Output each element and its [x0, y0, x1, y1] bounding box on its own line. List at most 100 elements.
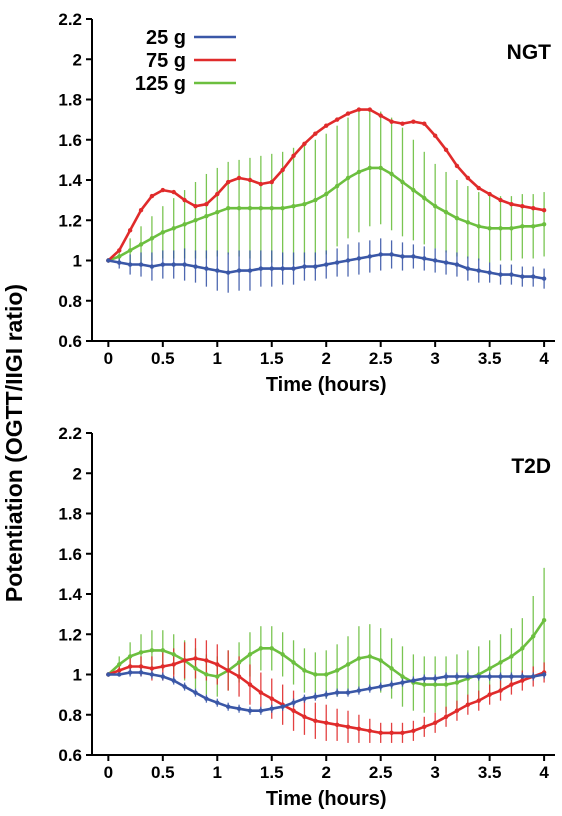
data-point: [204, 201, 209, 207]
data-point: [269, 646, 274, 651]
data-point: [487, 666, 492, 671]
data-point: [160, 648, 166, 653]
data-point: [117, 672, 122, 677]
chart-panel-t2d: 0.6 0.8 1 1.2 1.4 1.6 1.8 2 2.2 0 0.5 1 1.5 2 2.5 3 3.5 4…: [58, 424, 555, 810]
data-point: [258, 646, 264, 651]
x-tick-label: 2: [321, 763, 330, 782]
data-point: [487, 226, 492, 231]
data-point: [117, 248, 122, 253]
data-point: [160, 262, 166, 267]
data-point: [520, 646, 525, 651]
data-point: [411, 119, 416, 124]
y-tick-label: 1: [73, 252, 82, 271]
data-point: [182, 684, 187, 689]
data-point: [356, 688, 362, 693]
data-point: [204, 266, 209, 271]
data-point: [215, 191, 220, 197]
data-point: [302, 201, 307, 207]
data-point: [422, 121, 427, 126]
data-point: [117, 254, 122, 259]
data-point: [280, 652, 285, 657]
data-point: [498, 688, 503, 693]
data-point: [367, 254, 372, 259]
data-point: [247, 205, 253, 211]
data-point: [432, 258, 438, 263]
data-point: [215, 268, 220, 273]
data-point: [193, 203, 198, 209]
data-point: [291, 153, 296, 159]
data-point: [160, 674, 166, 679]
data-point: [160, 187, 166, 193]
data-point: [520, 203, 525, 209]
data-point: [411, 187, 416, 193]
data-point: [291, 708, 296, 713]
data-point: [454, 674, 460, 679]
data-point: [487, 692, 492, 697]
data-point: [422, 195, 427, 201]
data-point: [215, 210, 220, 215]
data-point: [193, 264, 198, 269]
data-point: [356, 726, 362, 732]
data-point: [171, 652, 176, 657]
data-point: [367, 686, 372, 691]
data-point: [193, 666, 198, 671]
data-point: [432, 720, 438, 725]
x-tick-label: 2: [321, 349, 330, 368]
data-point: [367, 165, 372, 171]
data-point: [127, 654, 133, 659]
data-point: [411, 728, 416, 734]
y-tick-label: 0.6: [58, 746, 82, 765]
data-point: [324, 720, 329, 725]
data-point: [127, 248, 133, 253]
chart-panel-ngt: 0.6 0.8 1 1.2 1.4 1.6 1.8 2 2.2 0 0.5 1 1.5 2 2.5 3 3.5 4…: [58, 10, 555, 396]
data-point: [454, 262, 460, 267]
data-point: [541, 672, 547, 677]
data-point: [302, 668, 307, 673]
x-tick-label: 1.5: [260, 349, 284, 368]
x-tick-label: 1.5: [260, 763, 284, 782]
data-point: [204, 696, 209, 701]
data-point: [313, 131, 318, 136]
data-point: [432, 203, 438, 209]
data-point: [313, 694, 318, 699]
data-point: [411, 678, 416, 683]
data-point: [236, 660, 242, 665]
data-point: [324, 191, 329, 197]
data-point: [454, 163, 460, 169]
data-point: [465, 220, 471, 225]
y-tick-label: 0.6: [58, 332, 82, 351]
data-point: [182, 262, 187, 267]
data-point: [356, 169, 362, 175]
data-point: [313, 197, 318, 203]
data-point: [400, 179, 405, 185]
data-point: [138, 207, 144, 213]
data-point: [258, 205, 264, 211]
data-point: [400, 730, 405, 736]
data-point: [334, 183, 340, 189]
data-point: [400, 121, 405, 126]
data-point: [389, 682, 394, 687]
data-point: [225, 270, 231, 275]
data-point: [334, 722, 340, 728]
data-point: [160, 230, 166, 235]
data-point: [127, 228, 133, 233]
data-point: [291, 203, 296, 209]
data-point: [247, 708, 253, 713]
data-point: [171, 662, 176, 667]
data-point: [171, 262, 176, 267]
data-point: [258, 181, 264, 187]
data-point: [520, 674, 525, 679]
data-point: [193, 690, 198, 695]
data-point: [149, 236, 155, 241]
data-point: [225, 704, 231, 709]
data-point: [487, 270, 492, 275]
y-tick-label: 1.2: [58, 211, 82, 230]
data-point: [334, 668, 340, 673]
y-tick-label: 1.8: [58, 505, 82, 524]
data-point: [160, 664, 166, 669]
data-point: [378, 252, 383, 257]
data-point: [225, 668, 231, 673]
data-point: [443, 714, 449, 719]
data-point: [345, 724, 351, 730]
data-point: [334, 117, 340, 122]
